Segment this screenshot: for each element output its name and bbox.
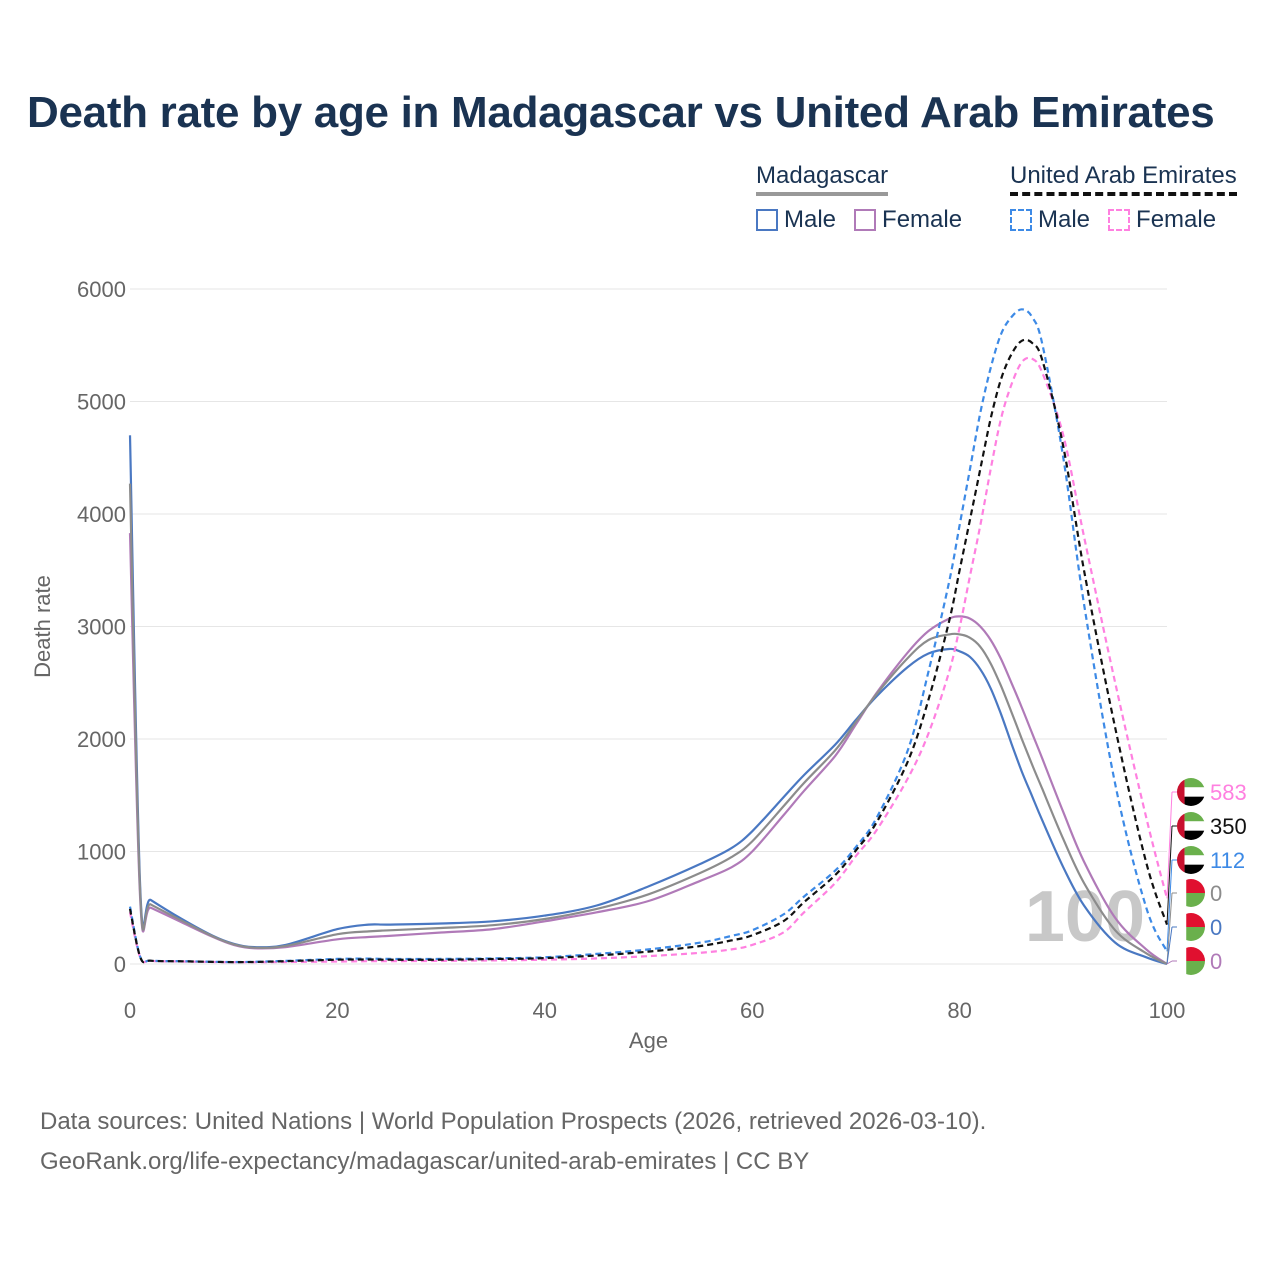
series-line-ae-female <box>128 356 1169 964</box>
uae-flag-icon <box>1177 846 1205 874</box>
legend-madagascar-male-label: Male <box>784 206 837 233</box>
y-tick-label: 2000 <box>77 727 126 752</box>
legend-uae: United Arab Emirates Male Female <box>1010 162 1237 234</box>
chart-title: Death rate by age in Madagascar vs Unite… <box>27 88 1215 137</box>
x-tick-label: 40 <box>533 998 557 1023</box>
legend-uae-female-label: Female <box>1136 206 1217 233</box>
grid-lines <box>130 288 1167 965</box>
series-line-ae-total <box>128 338 1169 964</box>
legend-swatch-ae-female <box>1108 209 1131 231</box>
legend-uae-male-label: Male <box>1038 206 1091 233</box>
end-value-label: 0 <box>1210 881 1222 906</box>
legend-uae-label: United Arab Emirates <box>1010 162 1237 196</box>
end-label-leader <box>1166 960 1173 965</box>
year-watermark: 100 <box>1025 877 1145 957</box>
end-value-label: 0 <box>1210 915 1222 940</box>
madagascar-flag-icon <box>1177 913 1205 941</box>
madagascar-flag-icon <box>1177 947 1205 975</box>
end-label-leader <box>1166 926 1173 965</box>
series-line-mg-male <box>128 435 1168 966</box>
legend-madagascar-female[interactable]: Female <box>854 206 962 234</box>
legend-swatch-ae-male <box>1010 209 1032 231</box>
legend-madagascar: Madagascar Male Female <box>756 162 962 234</box>
legend-swatch-mg-female <box>854 209 877 231</box>
end-value-label: 0 <box>1210 949 1222 974</box>
series-lines <box>128 308 1169 966</box>
series-line-ae-male <box>128 308 1168 964</box>
end-label-leader <box>1166 892 1173 965</box>
y-tick-label: 5000 <box>77 390 126 415</box>
series-line-mg-female <box>128 533 1168 965</box>
x-tick-label: 100 <box>1149 998 1186 1023</box>
legend-uae-female[interactable]: Female <box>1108 206 1216 234</box>
legend-uae-male[interactable]: Male <box>1010 206 1090 234</box>
x-tick-label: 80 <box>947 998 971 1023</box>
y-tick-label: 6000 <box>77 277 126 302</box>
end-value-label: 350 <box>1210 814 1247 839</box>
footer-sources: Data sources: United Nations | World Pop… <box>40 1108 987 1135</box>
end-labels: 583 350 112 0 0 0 <box>1166 778 1247 975</box>
uae-flag-icon <box>1177 812 1205 840</box>
legend-swatch-mg-male <box>756 209 778 231</box>
end-label-leader <box>1166 791 1173 899</box>
uae-flag-icon <box>1177 778 1205 806</box>
y-axis-label: Death rate <box>30 575 55 678</box>
legend-madagascar-label: Madagascar <box>756 162 889 196</box>
end-label-leader <box>1166 825 1173 925</box>
y-tick-label: 0 <box>114 952 126 977</box>
end-value-label: 112 <box>1210 848 1245 873</box>
legend-madagascar-male[interactable]: Male <box>756 206 836 234</box>
x-tick-label: 0 <box>124 998 136 1023</box>
x-axis-label: Age <box>629 1028 668 1053</box>
y-tick-label: 1000 <box>77 840 126 865</box>
legend-madagascar-female-label: Female <box>882 206 963 233</box>
y-tick-label: 4000 <box>77 502 126 527</box>
y-tick-label: 3000 <box>77 615 126 640</box>
footer-link[interactable]: GeoRank.org/life-expectancy/madagascar/u… <box>40 1148 810 1175</box>
madagascar-flag-icon <box>1177 879 1205 907</box>
x-tick-label: 20 <box>325 998 349 1023</box>
axes: 0 1000 2000 3000 4000 5000 6000 0 20 40 60 80 100 Age… <box>30 277 1185 1053</box>
series-line-mg-total <box>128 483 1168 965</box>
x-tick-label: 60 <box>740 998 764 1023</box>
end-label-leader <box>1166 859 1173 952</box>
end-value-label: 583 <box>1210 780 1247 805</box>
